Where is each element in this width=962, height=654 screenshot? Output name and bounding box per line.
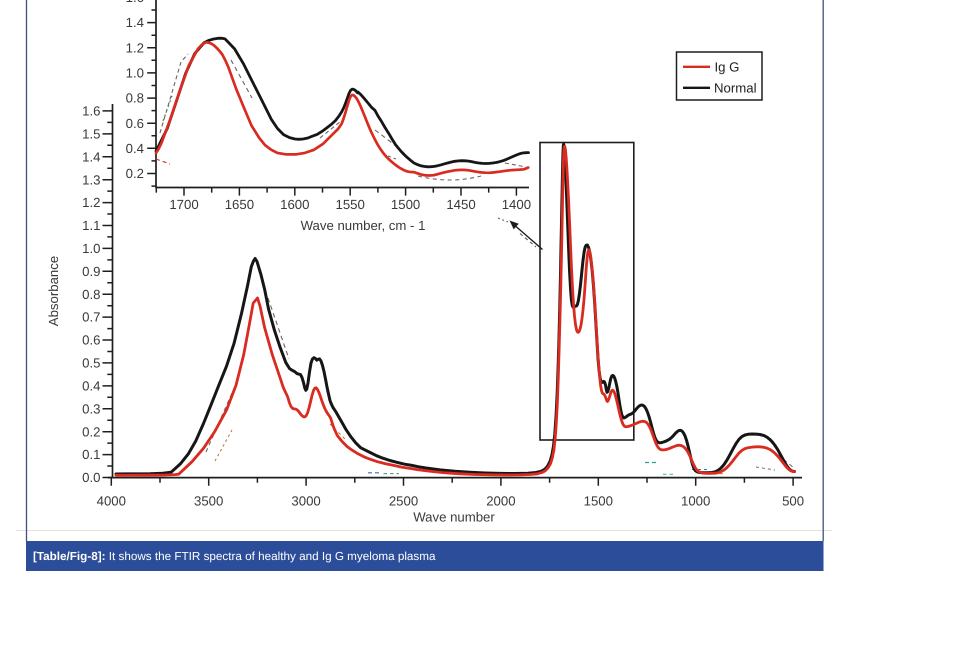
svg-text:0.8: 0.8	[82, 287, 100, 302]
svg-text:0.7: 0.7	[82, 310, 100, 325]
svg-text:0.4: 0.4	[126, 141, 144, 156]
svg-text:1.6: 1.6	[126, 0, 144, 5]
svg-text:1.0: 1.0	[126, 66, 144, 81]
svg-text:1.4: 1.4	[126, 15, 144, 30]
svg-text:0.3: 0.3	[82, 401, 100, 416]
svg-text:1400: 1400	[502, 197, 531, 212]
svg-text:[Table/Fig-8]: It shows the FT: [Table/Fig-8]: It shows the FTIR spectra…	[33, 550, 436, 563]
svg-text:0.2: 0.2	[82, 424, 100, 439]
svg-text:0.9: 0.9	[82, 264, 100, 279]
svg-text:1.3: 1.3	[82, 172, 100, 187]
svg-text:1500: 1500	[584, 494, 613, 509]
svg-text:1.6: 1.6	[82, 104, 100, 119]
svg-text:1.1: 1.1	[82, 218, 100, 233]
svg-text:0.8: 0.8	[126, 91, 144, 106]
svg-text:0.0: 0.0	[82, 470, 100, 485]
svg-text:Ig G: Ig G	[715, 59, 740, 74]
svg-text:1650: 1650	[225, 197, 254, 212]
svg-text:1500: 1500	[391, 197, 420, 212]
svg-text:4000: 4000	[97, 494, 126, 509]
svg-text:3000: 3000	[291, 494, 320, 509]
svg-text:1.5: 1.5	[82, 127, 100, 142]
svg-text:500: 500	[782, 494, 804, 509]
svg-text:0.1: 0.1	[82, 447, 100, 462]
svg-text:2500: 2500	[389, 494, 418, 509]
svg-text:0.6: 0.6	[82, 333, 100, 348]
svg-text:1000: 1000	[681, 494, 710, 509]
svg-text:2000: 2000	[486, 494, 515, 509]
svg-text:Wave number, cm - 1: Wave number, cm - 1	[301, 218, 426, 233]
svg-text:Absorbance: Absorbance	[46, 256, 61, 326]
svg-text:0.6: 0.6	[126, 116, 144, 131]
svg-text:1550: 1550	[336, 197, 365, 212]
svg-text:0.5: 0.5	[82, 356, 100, 371]
svg-text:0.2: 0.2	[126, 166, 144, 181]
svg-text:1600: 1600	[280, 197, 309, 212]
svg-text:0.4: 0.4	[82, 379, 100, 394]
svg-text:1.2: 1.2	[82, 195, 100, 210]
svg-text:1.2: 1.2	[126, 40, 144, 55]
svg-text:1.0: 1.0	[82, 241, 100, 256]
svg-text:1450: 1450	[446, 197, 475, 212]
svg-text:1700: 1700	[169, 197, 198, 212]
svg-text:1.4: 1.4	[82, 149, 100, 164]
svg-text:Normal: Normal	[714, 80, 757, 95]
svg-text:3500: 3500	[194, 494, 223, 509]
svg-text:Wave number: Wave number	[413, 510, 495, 525]
